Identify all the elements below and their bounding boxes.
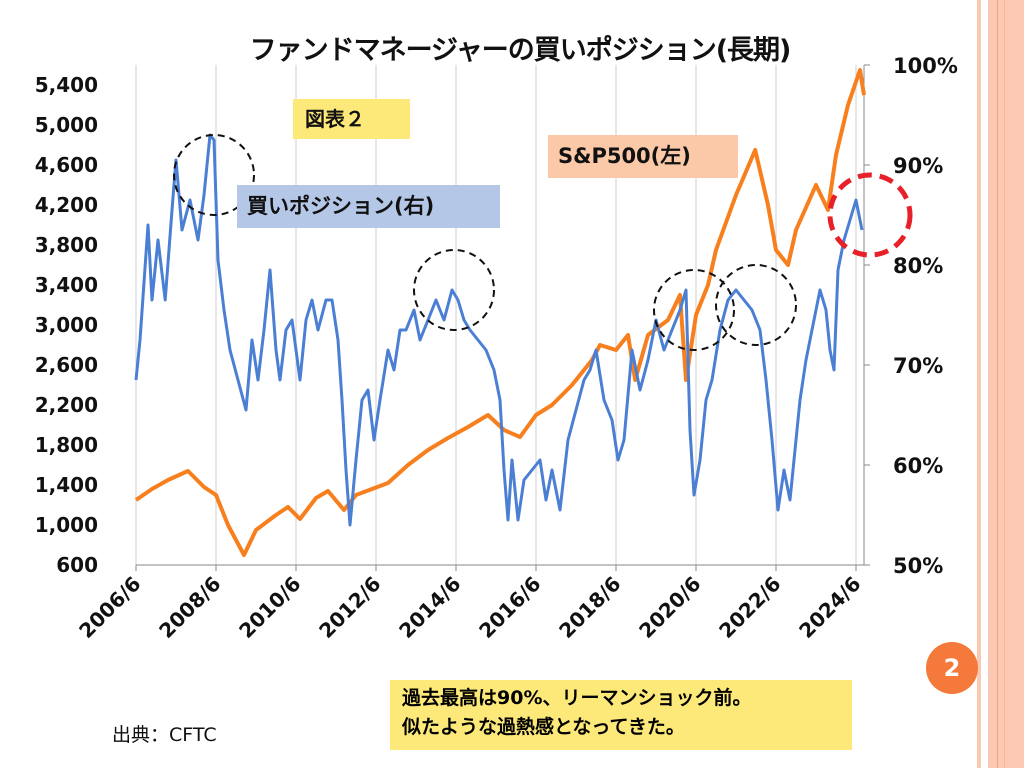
- series: [134, 68, 866, 557]
- y-left-tick-label: 4,200: [35, 193, 98, 217]
- y-right-tick-label: 50%: [893, 554, 943, 578]
- position-legend-label: 買いポジション(右): [237, 185, 500, 228]
- x-tick-label: 2018/6: [554, 572, 625, 643]
- sp500-line: [134, 68, 866, 557]
- y-left-tick-label: 3,800: [35, 233, 98, 257]
- highlight-circle: [715, 264, 797, 346]
- y-right-tick-label: 90%: [893, 154, 943, 178]
- x-tick-label: 2020/6: [634, 572, 705, 643]
- note-line-2: 似たような過熱感となってきた。: [402, 716, 685, 738]
- red-highlight-circle: [827, 172, 913, 258]
- y-left-tick-label: 1,000: [35, 513, 98, 537]
- page-number-badge: 2: [926, 642, 978, 694]
- figure-label: 図表２: [293, 99, 410, 139]
- y-right-tick-label: 70%: [893, 354, 943, 378]
- y-left-tick-label: 2,200: [35, 393, 98, 417]
- note-box: 過去最高は90%、リーマンショック前。 似たような過熱感となってきた。: [390, 680, 852, 750]
- border-stripe: [977, 0, 981, 768]
- position-line: [134, 133, 864, 527]
- x-tick-label: 2006/6: [74, 572, 145, 643]
- x-tick-label: 2008/6: [154, 572, 225, 643]
- tick-labels: 2006/6 2008/6 2010/6 2012/6 2014/6 2016/6 2018…: [35, 54, 958, 643]
- axes: [135, 64, 870, 571]
- gridlines: [135, 65, 857, 565]
- x-tick-label: 2014/6: [394, 572, 465, 643]
- y-right-tick-label: 60%: [893, 454, 943, 478]
- y-right-tick-label: 80%: [893, 254, 943, 278]
- highlight-circle: [413, 249, 495, 331]
- highlight-circle: [173, 134, 255, 216]
- chart-title: ファンドマネージャーの買いポジション(長期): [249, 35, 792, 66]
- y-right-tick-label: 100%: [893, 54, 958, 78]
- source-text: 出典：CFTC: [112, 724, 217, 746]
- x-tick-label: 2010/6: [234, 572, 305, 643]
- y-left-tick-label: 5,000: [35, 113, 98, 137]
- border-stripe: [988, 0, 1024, 768]
- x-tick-label: 2016/6: [474, 572, 545, 643]
- highlight-circles: [173, 134, 913, 351]
- y-left-tick-label: 1,400: [35, 473, 98, 497]
- y-left-tick-label: 5,400: [35, 73, 98, 97]
- x-tick-label: 2012/6: [314, 572, 385, 643]
- note-line-1: 過去最高は90%、リーマンショック前。: [402, 687, 752, 709]
- x-tick-label: 2024/6: [794, 572, 865, 643]
- x-tick-label: 2022/6: [714, 572, 785, 643]
- y-left-tick-label: 3,400: [35, 273, 98, 297]
- y-left-tick-label: 600: [56, 553, 98, 577]
- y-left-tick-label: 1,800: [35, 433, 98, 457]
- border-stripe: [997, 0, 998, 768]
- y-left-tick-label: 3,000: [35, 313, 98, 337]
- y-left-tick-label: 4,600: [35, 153, 98, 177]
- y-left-tick-label: 2,600: [35, 353, 98, 377]
- border-stripe: [1004, 0, 1005, 768]
- highlight-circle: [653, 269, 735, 351]
- sp500-legend-label: S&P500(左): [548, 135, 738, 178]
